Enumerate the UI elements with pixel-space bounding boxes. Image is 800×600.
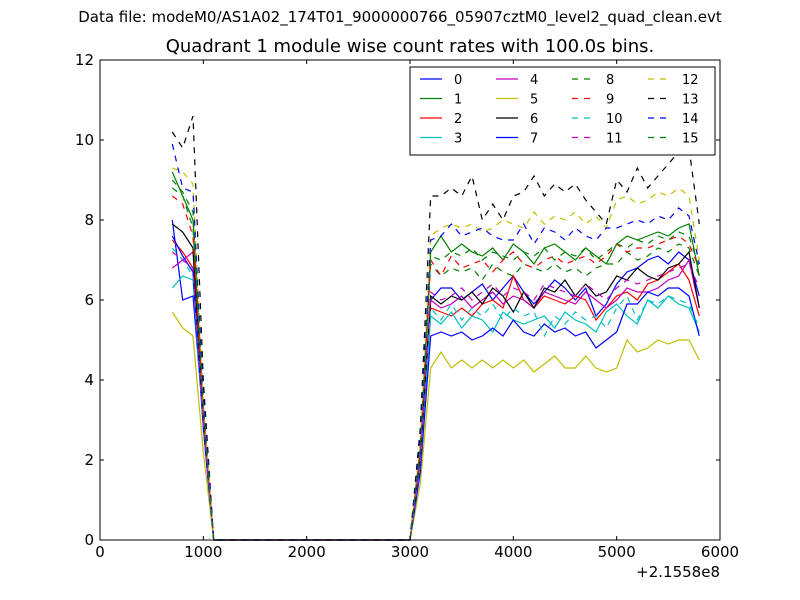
- series-line-4: [171, 250, 700, 541]
- series-line-2: [171, 239, 700, 541]
- legend-label-14: 14: [682, 112, 699, 127]
- series-line-0: [171, 219, 700, 541]
- x-tick-label: 4000: [494, 543, 532, 561]
- legend-label-7: 7: [530, 132, 538, 147]
- x-tick-label: 2000: [288, 543, 326, 561]
- x-tick-label: 5000: [598, 543, 636, 561]
- series-line-8: [171, 187, 700, 541]
- series-line-10: [171, 247, 700, 541]
- legend-label-1: 1: [454, 93, 462, 108]
- legend-label-11: 11: [606, 132, 623, 147]
- series-line-9: [171, 195, 700, 541]
- y-tick-label: 10: [75, 131, 94, 149]
- series-line-14: [171, 143, 700, 541]
- series-line-5: [171, 311, 700, 541]
- legend-label-3: 3: [454, 132, 462, 147]
- y-tick-label: 0: [84, 531, 94, 549]
- series-line-12: [172, 167, 700, 541]
- figure-suptitle: Data file: modeM0/AS1A02_174T01_90000007…: [78, 8, 722, 26]
- legend-label-0: 0: [454, 73, 462, 88]
- x-offset-label: +2.1558e8: [636, 563, 720, 581]
- legend-box: [409, 66, 716, 156]
- legend-label-8: 8: [606, 73, 614, 88]
- legend-label-15: 15: [682, 132, 699, 147]
- legend-label-6: 6: [530, 112, 538, 127]
- chart-title: Quadrant 1 module wise count rates with …: [165, 36, 655, 57]
- y-tick-label: 12: [75, 51, 94, 69]
- legend-label-4: 4: [530, 73, 538, 88]
- x-tick-label: 3000: [391, 543, 429, 561]
- legend-label-2: 2: [454, 112, 462, 127]
- series-line-7: [171, 235, 700, 541]
- y-tick-label: 8: [84, 211, 94, 229]
- x-tick-label: 0: [95, 543, 105, 561]
- series-line-13: [171, 115, 700, 541]
- series-line-3: [171, 275, 700, 541]
- legend-label-13: 13: [682, 93, 699, 108]
- legend-label-10: 10: [606, 112, 623, 127]
- y-tick-label: 6: [84, 291, 94, 309]
- legend-label-9: 9: [606, 93, 614, 108]
- legend-label-5: 5: [530, 93, 538, 108]
- legend-label-12: 12: [682, 73, 699, 88]
- series-layer: [171, 115, 700, 541]
- x-tick-label: 6000: [701, 543, 739, 561]
- series-line-6: [171, 223, 700, 541]
- y-tick-label: 4: [84, 371, 94, 389]
- y-tick-label: 2: [84, 451, 94, 469]
- x-tick-label: 1000: [184, 543, 222, 561]
